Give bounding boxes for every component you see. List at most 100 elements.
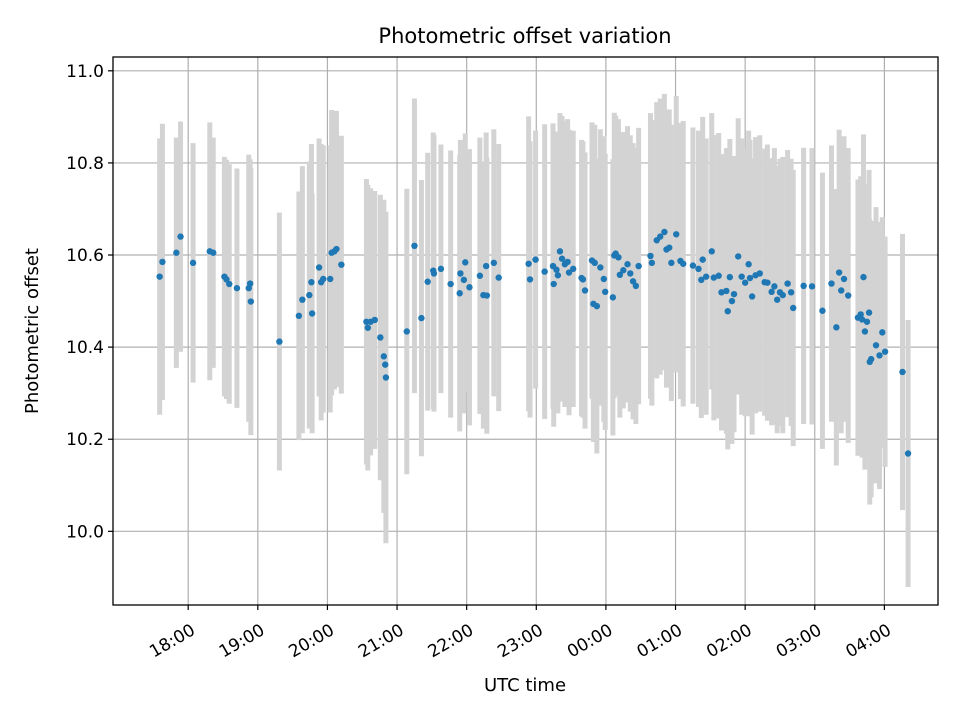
data-point (233, 284, 241, 292)
data-point (819, 307, 826, 314)
data-point (556, 248, 564, 255)
data-point (554, 272, 562, 279)
data-point (748, 293, 756, 300)
data-point (532, 256, 539, 263)
data-point (247, 298, 255, 305)
data-point (746, 274, 754, 282)
data-point (462, 259, 469, 266)
data-point (835, 269, 843, 276)
data-point (306, 291, 313, 299)
data-point (635, 262, 642, 270)
data-point (858, 316, 866, 323)
data-point (840, 275, 848, 283)
data-point (726, 273, 734, 281)
data-point (698, 276, 705, 284)
data-point (295, 312, 303, 320)
data-point (553, 266, 560, 273)
data-point (844, 292, 852, 299)
data-point (756, 270, 763, 277)
y-tick-label: 10.2 (66, 430, 104, 450)
data-point (482, 262, 490, 270)
data-point (695, 265, 702, 273)
data-point (616, 271, 624, 279)
data-point (177, 233, 184, 240)
data-point (773, 296, 781, 303)
data-point (591, 259, 598, 267)
data-point (593, 302, 601, 310)
data-point (699, 256, 706, 263)
data-point (629, 278, 637, 285)
point-layer (156, 228, 912, 457)
data-point (632, 282, 640, 290)
data-point (437, 265, 445, 273)
data-point (526, 276, 534, 283)
data-point (483, 292, 491, 299)
data-point (246, 280, 254, 287)
y-tick-label: 10.0 (66, 522, 104, 542)
data-point (764, 279, 771, 286)
data-point (565, 269, 573, 276)
data-point (768, 288, 775, 296)
data-point (872, 342, 880, 349)
data-point (863, 318, 871, 325)
data-point (668, 259, 675, 267)
data-point (609, 294, 617, 301)
data-point (476, 272, 484, 279)
data-point (723, 287, 730, 295)
data-point (558, 255, 566, 262)
data-point (728, 297, 736, 305)
data-point (223, 276, 230, 283)
data-point (315, 264, 323, 271)
data-point (627, 270, 634, 277)
data-point (447, 280, 454, 288)
data-point (564, 258, 571, 266)
data-point (708, 248, 715, 255)
data-point (615, 254, 622, 261)
data-point (620, 267, 627, 274)
y-tick-label: 10.8 (66, 154, 104, 174)
data-point (730, 290, 738, 298)
data-point (411, 242, 418, 250)
data-point (657, 233, 664, 240)
data-point (833, 324, 840, 331)
y-tick-label: 10.4 (66, 338, 104, 358)
y-axis-label: Photometric offset (22, 248, 43, 414)
data-point (661, 228, 668, 236)
data-point (771, 283, 778, 290)
data-point (724, 307, 731, 315)
data-point (904, 450, 912, 457)
data-point (371, 316, 378, 324)
data-point (466, 284, 473, 291)
data-point (430, 270, 438, 277)
data-point (581, 287, 589, 294)
data-point (308, 278, 315, 286)
data-point (490, 259, 498, 267)
data-point (460, 276, 468, 284)
data-point (673, 231, 680, 238)
chart-title: Photometric offset variation (378, 24, 671, 48)
data-point (861, 328, 869, 335)
data-point (784, 280, 791, 287)
data-point (624, 261, 631, 268)
data-point (860, 273, 867, 281)
data-point (787, 289, 795, 296)
data-point (541, 268, 548, 275)
data-point (173, 249, 180, 256)
data-point (648, 259, 656, 267)
data-point (879, 329, 886, 336)
data-point (718, 289, 725, 296)
data-point (597, 264, 604, 271)
data-point (276, 338, 283, 345)
data-point (899, 368, 906, 376)
data-point (579, 276, 587, 283)
y-tick-label: 11.0 (66, 62, 104, 82)
data-point (308, 310, 316, 317)
data-point (333, 245, 340, 253)
data-point (327, 275, 334, 283)
data-point (495, 274, 502, 281)
data-point (382, 374, 390, 381)
data-point (320, 275, 327, 283)
x-axis-label: UTC time (484, 675, 566, 696)
data-point (380, 353, 388, 360)
